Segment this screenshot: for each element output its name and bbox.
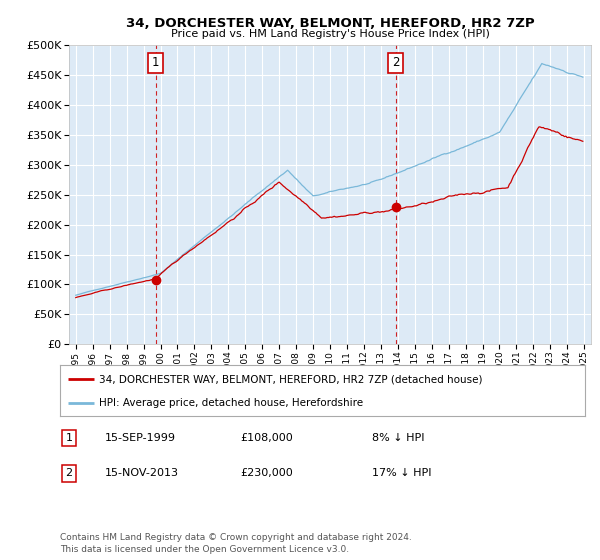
Text: 2: 2 (392, 56, 400, 69)
Text: HPI: Average price, detached house, Herefordshire: HPI: Average price, detached house, Here… (100, 398, 364, 408)
Text: 1: 1 (152, 56, 160, 69)
Text: 15-SEP-1999: 15-SEP-1999 (105, 433, 176, 443)
Text: 17% ↓ HPI: 17% ↓ HPI (372, 468, 431, 478)
Text: 15-NOV-2013: 15-NOV-2013 (105, 468, 179, 478)
Text: 2: 2 (65, 468, 73, 478)
Text: £230,000: £230,000 (240, 468, 293, 478)
Text: Price paid vs. HM Land Registry's House Price Index (HPI): Price paid vs. HM Land Registry's House … (170, 29, 490, 39)
Text: 34, DORCHESTER WAY, BELMONT, HEREFORD, HR2 7ZP: 34, DORCHESTER WAY, BELMONT, HEREFORD, H… (125, 17, 535, 30)
Text: 8% ↓ HPI: 8% ↓ HPI (372, 433, 425, 443)
Text: 34, DORCHESTER WAY, BELMONT, HEREFORD, HR2 7ZP (detached house): 34, DORCHESTER WAY, BELMONT, HEREFORD, H… (100, 374, 483, 384)
Text: 1: 1 (65, 433, 73, 443)
Text: £108,000: £108,000 (240, 433, 293, 443)
Text: Contains HM Land Registry data © Crown copyright and database right 2024.
This d: Contains HM Land Registry data © Crown c… (60, 533, 412, 554)
